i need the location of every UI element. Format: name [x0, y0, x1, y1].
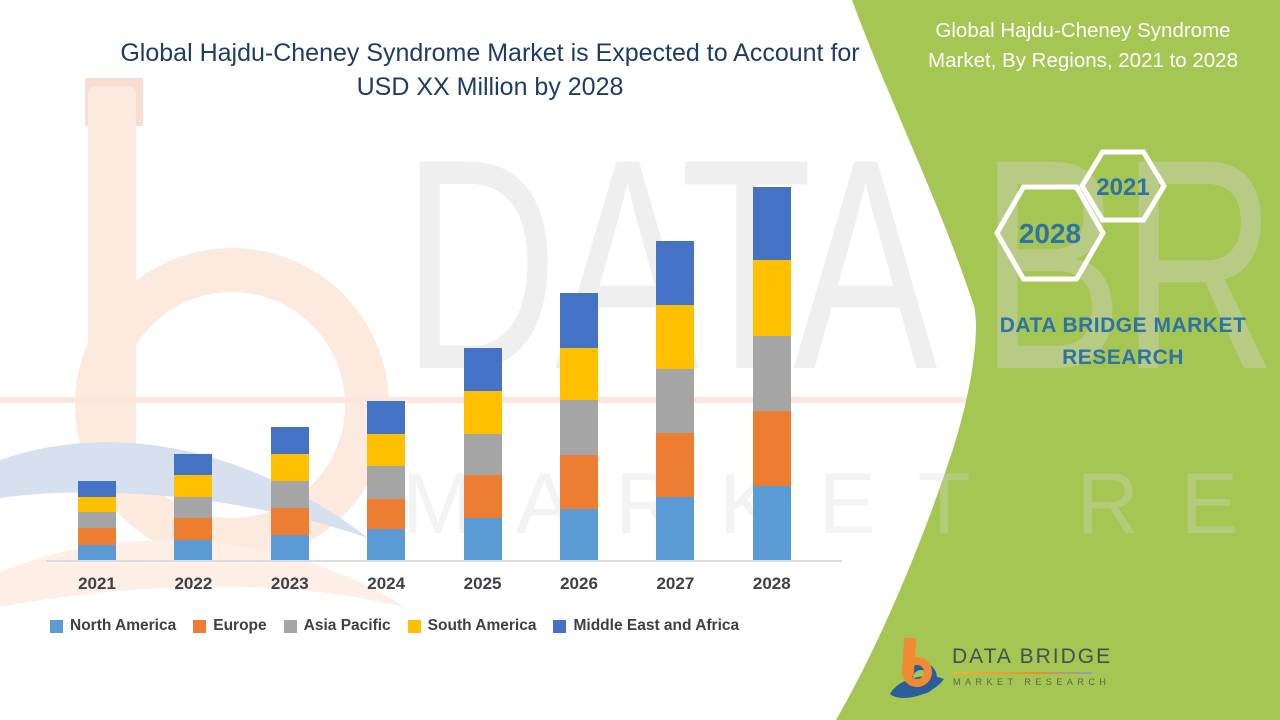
bar-segment-europe-2024 — [367, 499, 406, 529]
bar-segment-south-america-2026 — [560, 348, 598, 400]
chart-legend: North America Europe Asia Pacific South Ame… — [50, 617, 739, 635]
bar-segment-asia-pacific-2027 — [656, 369, 695, 433]
bar-segment-north-america-2023 — [270, 535, 309, 561]
bar-segment-south-america-2022 — [174, 475, 213, 497]
bar-segment-south-america-2028 — [752, 260, 791, 336]
x-axis-label-2025: 2025 — [463, 574, 502, 593]
bar-segment-asia-pacific-2023 — [270, 481, 309, 508]
bar-segment-middle-east-and-africa-2028 — [752, 187, 791, 260]
side-panel-brand-text: DATA BRIDGE MARKET RESEARCH — [999, 314, 1247, 369]
bar-segment-north-america-2025 — [463, 518, 502, 561]
bar-segment-middle-east-and-africa-2024 — [367, 401, 406, 434]
legend-item-south-america: South America — [407, 617, 537, 635]
legend-label-middle-east-and-africa: Middle East and Africa — [573, 617, 740, 634]
legend-label-europe: Europe — [213, 617, 267, 634]
side-panel-title: Global Hajdu-Cheney Syndrome Market, By … — [893, 16, 1273, 76]
footer-logo-title: DATA BRIDGE — [952, 645, 1113, 668]
watermark-b-bowl — [75, 248, 389, 562]
bar-segment-middle-east-and-africa-2022 — [174, 454, 213, 475]
x-axis-label-2024: 2024 — [367, 574, 406, 593]
hexagon-2028-icon — [994, 184, 1106, 282]
year-hexagons: 2028 2021 — [994, 149, 1167, 282]
side-panel-title-line1: Global Hajdu-Cheney Syndrome — [935, 19, 1231, 42]
bar-segment-middle-east-and-africa-2021 — [78, 481, 116, 497]
bar-segment-asia-pacific-2028 — [752, 336, 791, 411]
bar-segment-north-america-2027 — [656, 497, 695, 561]
hexagon-2021-label: 2021 — [1096, 174, 1149, 201]
hexagon-2021-icon — [1079, 149, 1167, 223]
legend-item-asia-pacific: Asia Pacific — [283, 617, 391, 635]
bar-segment-asia-pacific-2025 — [463, 434, 502, 475]
x-axis-label-2021: 2021 — [78, 574, 116, 593]
chart-title-line2: USD XX Million by 2028 — [356, 73, 624, 101]
bar-segment-europe-2026 — [560, 455, 598, 509]
x-axis-label-2026: 2026 — [560, 574, 598, 593]
bar-segment-north-america-2028 — [752, 486, 791, 561]
bar-segment-europe-2025 — [463, 475, 502, 518]
footer-logo-orange-bowl — [902, 657, 932, 687]
bar-segment-europe-2022 — [174, 518, 213, 540]
legend-swatch-middle-east-and-africa — [553, 619, 567, 633]
legend-item-europe: Europe — [193, 617, 267, 635]
bar-segment-middle-east-and-africa-2023 — [270, 427, 309, 454]
legend-label-asia-pacific: Asia Pacific — [303, 617, 391, 634]
bar-segment-middle-east-and-africa-2026 — [560, 293, 598, 348]
x-axis-label-2028: 2028 — [752, 574, 791, 593]
legend-label-north-america: North America — [70, 617, 177, 634]
side-panel-title-line2: Market, By Regions, 2021 to 2028 — [928, 49, 1238, 72]
bar-segment-asia-pacific-2024 — [367, 466, 406, 499]
legend-swatch-north-america — [50, 619, 63, 633]
x-axis-label-2023: 2023 — [270, 574, 309, 593]
bar-segment-south-america-2023 — [270, 454, 309, 481]
footer-logo-icon — [890, 637, 944, 698]
bar-segment-north-america-2026 — [560, 509, 598, 561]
chart-title-line1: Global Hajdu-Cheney Syndrome Market is E… — [120, 39, 860, 67]
bar-segment-asia-pacific-2021 — [78, 512, 116, 528]
bar-segment-south-america-2025 — [463, 391, 502, 434]
footer-logo-subtitle: MARKET RESEARCH — [953, 677, 1111, 687]
bar-segment-europe-2027 — [656, 433, 695, 497]
x-axis-label-2027: 2027 — [656, 574, 695, 593]
x-axis-label-2022: 2022 — [174, 574, 213, 593]
bar-segment-south-america-2021 — [78, 497, 116, 512]
bar-segment-europe-2021 — [78, 528, 116, 545]
legend-swatch-asia-pacific — [283, 619, 297, 633]
bar-segment-middle-east-and-africa-2025 — [463, 348, 502, 391]
bar-segment-europe-2023 — [270, 508, 309, 535]
side-panel-shape — [836, 0, 1280, 720]
hexagon-2028-label: 2028 — [1019, 218, 1081, 249]
legend-item-north-america: North America — [50, 617, 176, 635]
bar-segment-asia-pacific-2022 — [174, 497, 213, 518]
legend-swatch-south-america — [407, 619, 421, 633]
bar-segment-asia-pacific-2026 — [560, 400, 598, 455]
legend-swatch-europe — [193, 619, 207, 633]
bar-segment-middle-east-and-africa-2027 — [656, 241, 695, 305]
legend-label-south-america: South America — [427, 617, 537, 634]
chart-title: Global Hajdu-Cheney Syndrome Market is E… — [75, 36, 905, 104]
legend-item-middle-east-and-africa: Middle East and Africa — [553, 617, 739, 635]
bar-segment-north-america-2024 — [367, 529, 406, 561]
bar-segment-north-america-2022 — [174, 540, 213, 561]
bar-segment-south-america-2024 — [367, 434, 406, 466]
x-axis-line — [46, 560, 842, 562]
bar-segment-north-america-2021 — [78, 545, 116, 561]
footer-logo-underline — [952, 672, 1092, 674]
bar-segment-south-america-2027 — [656, 305, 695, 369]
bar-segment-europe-2028 — [752, 411, 791, 486]
